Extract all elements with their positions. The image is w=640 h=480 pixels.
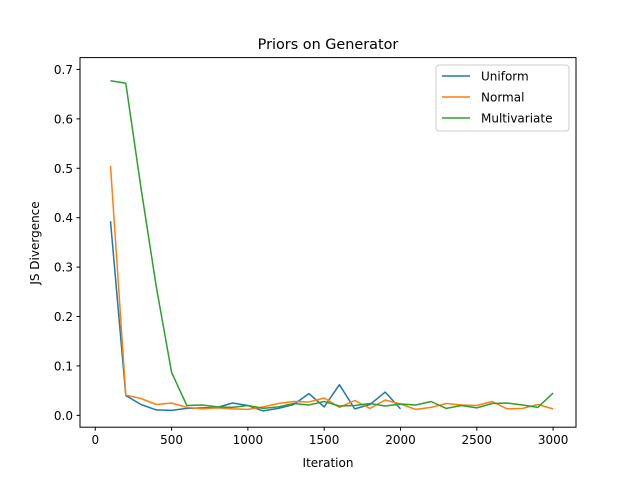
legend-box [435,64,570,132]
series-line-uniform [109,221,402,412]
y-tick-label: 0.0 [54,409,73,423]
y-tick-label: 0.6 [54,112,73,126]
y-axis-label: JS Divergence [28,201,42,285]
y-tick-label: 0.5 [54,162,73,176]
legend-label-normal: Normal [481,91,524,105]
x-tick-label: 2500 [462,433,493,447]
x-tick-label: 2000 [385,433,416,447]
legend-label-uniform: Uniform [481,70,529,84]
legend-label-multivariate: Multivariate [481,112,553,126]
x-axis-label: Iteration [303,456,354,470]
plot-frame [79,57,577,428]
series-line-normal [109,165,554,411]
y-tick-label: 0.7 [54,63,73,77]
x-tick-label: 0 [91,433,99,447]
x-tick-label: 1500 [309,433,340,447]
x-tick-label: 1000 [233,433,264,447]
chart-title: Priors on Generator [258,37,399,53]
series-line-multivariate [110,80,554,410]
legend: Uniform Normal Multivariate [435,64,570,132]
x-tick-label: 500 [160,433,183,447]
x-tick-label: 3000 [538,433,569,447]
y-tick-label: 0.3 [54,261,73,275]
y-tick-label: 0.4 [54,211,73,225]
y-tick-label: 0.2 [54,310,73,324]
y-tick-label: 0.1 [54,359,73,373]
